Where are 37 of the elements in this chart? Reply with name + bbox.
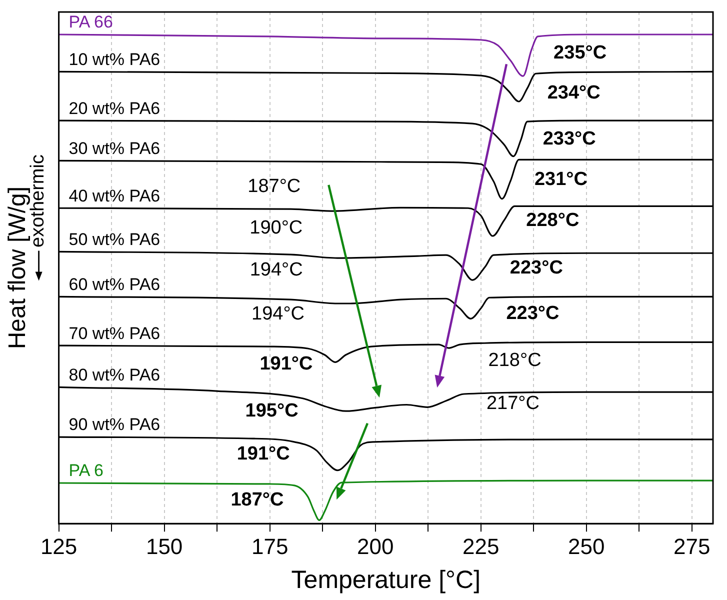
annotation: 228°C <box>526 210 580 232</box>
annotation: 235°C <box>554 42 607 64</box>
series-label: 10 wt% PA6 <box>68 50 160 69</box>
annotation: 233°C <box>542 128 596 150</box>
x-tick-label: 175 <box>251 534 288 559</box>
x-tick-label: 150 <box>146 534 183 559</box>
annotation: 191°C <box>236 444 290 465</box>
annotation: 187°C <box>248 176 301 197</box>
series-label: 20 wt% PA6 <box>68 98 160 118</box>
annotation: 194°C <box>250 259 303 280</box>
annotation: 190°C <box>250 217 303 238</box>
x-tick-label: 250 <box>568 534 605 559</box>
annotation: 195°C <box>245 400 299 422</box>
y-axis-title: Heat flow [W/g] <box>4 186 32 350</box>
annotation: 194°C <box>252 304 305 325</box>
x-tick-label: 225 <box>462 534 500 559</box>
x-tick-label: 125 <box>40 534 78 559</box>
series-label: 60 wt% PA6 <box>68 274 160 294</box>
x-axis-title: Temperature [°C] <box>291 566 481 594</box>
annotation: 191°C <box>260 353 314 374</box>
series-label: 40 wt% PA6 <box>68 186 160 206</box>
series-label: 90 wt% PA6 <box>68 415 160 434</box>
series-label: 80 wt% PA6 <box>68 365 160 384</box>
x-tick-label: 200 <box>356 534 394 559</box>
annotation: 218°C <box>488 350 542 372</box>
series-label: 70 wt% PA6 <box>68 324 160 343</box>
annotation: 223°C <box>506 302 560 324</box>
x-tick-label: 275 <box>674 534 710 559</box>
annotation: 223°C <box>510 257 564 278</box>
annotation: 187°C <box>230 489 284 510</box>
series-label: 50 wt% PA6 <box>68 230 160 249</box>
series-label: PA 6 <box>68 461 104 480</box>
annotation: 231°C <box>534 169 588 190</box>
series-label: PA 66 <box>68 12 113 32</box>
annotation: 234°C <box>547 82 601 104</box>
series-label: 30 wt% PA6 <box>68 138 160 158</box>
annotation: 217°C <box>486 393 540 414</box>
